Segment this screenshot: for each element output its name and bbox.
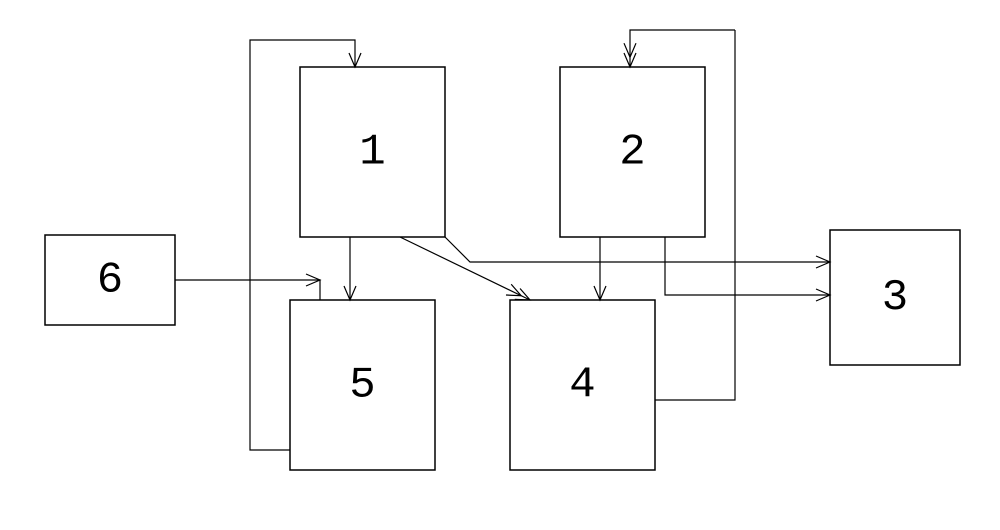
node-label-n2: 2 [619,128,645,178]
e_6_to_5 [175,280,320,300]
e_2_to_3 [665,237,830,295]
node-label-n6: 6 [97,256,123,306]
e_4_to_2 [655,30,735,400]
diagram-canvas: 1 2 3 4 5 6 [0,0,1000,530]
e_1_to_4 [400,237,530,300]
e_5_to_1 [250,40,355,450]
node-label-n5: 5 [349,361,375,411]
node-label-n4: 4 [569,361,595,411]
node-label-n1: 1 [359,128,385,178]
node-label-n3: 3 [882,273,908,323]
e_top_to_2 [630,30,735,67]
e_1_to_3 [445,237,830,262]
